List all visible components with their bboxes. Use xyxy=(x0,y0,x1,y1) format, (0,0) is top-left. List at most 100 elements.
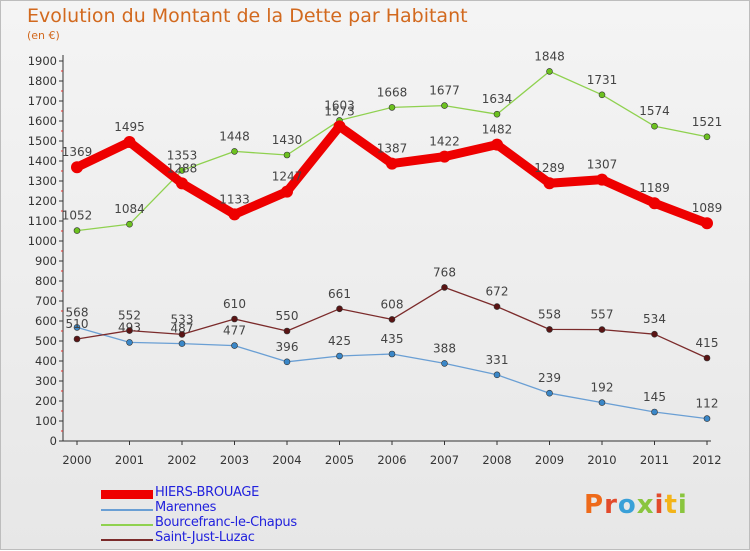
data-point xyxy=(543,177,556,190)
legend-label: HIERS-BROUAGE xyxy=(155,485,260,500)
data-label: 1289 xyxy=(534,161,565,175)
data-label: 610 xyxy=(223,297,246,311)
y-tick-label: 300 xyxy=(35,374,57,388)
data-label: 396 xyxy=(276,340,299,354)
data-point xyxy=(651,408,658,416)
data-point xyxy=(178,331,186,338)
chart-title: Evolution du Montant de la Dette par Hab… xyxy=(27,5,468,27)
data-point xyxy=(441,102,448,109)
data-label: 608 xyxy=(381,297,404,311)
legend-swatch xyxy=(101,539,153,541)
data-label: 550 xyxy=(276,309,299,323)
x-tick-label: 2000 xyxy=(62,453,91,467)
data-label: 1089 xyxy=(692,201,723,215)
data-point xyxy=(598,91,606,99)
data-label: 1353 xyxy=(167,148,198,162)
x-tick-label: 2009 xyxy=(535,453,564,467)
y-tick-label: 1900 xyxy=(28,54,57,68)
data-point xyxy=(283,358,291,366)
y-tick-label: 1400 xyxy=(28,154,57,168)
legend-label: Saint-Just-Luzac xyxy=(155,530,255,545)
data-label: 477 xyxy=(223,324,246,338)
data-label: 1387 xyxy=(377,142,408,156)
data-point xyxy=(651,330,658,338)
data-point xyxy=(493,371,501,379)
data-point xyxy=(231,342,238,349)
x-tick-label: 2004 xyxy=(272,453,301,467)
data-point xyxy=(598,399,606,406)
x-tick-label: 2007 xyxy=(430,453,459,467)
data-point xyxy=(73,335,81,343)
data-point xyxy=(281,185,293,198)
data-label: 552 xyxy=(118,309,141,323)
y-tick-label: 1600 xyxy=(28,114,57,128)
data-label: 388 xyxy=(433,341,456,355)
y-tick-label: 600 xyxy=(35,314,57,328)
data-label: 558 xyxy=(538,307,561,321)
data-point xyxy=(283,327,291,335)
y-tick-label: 1500 xyxy=(28,134,57,148)
data-point xyxy=(336,352,343,360)
y-tick-label: 200 xyxy=(35,394,57,408)
data-label: 533 xyxy=(171,312,194,326)
legend-swatch xyxy=(101,490,153,499)
logo-letter: x xyxy=(636,490,655,520)
x-tick-label: 2002 xyxy=(167,453,196,467)
data-label: 1573 xyxy=(324,104,355,118)
data-label: 435 xyxy=(381,332,404,346)
data-label: 1574 xyxy=(639,104,670,118)
data-label: 1448 xyxy=(219,129,250,143)
y-tick-label: 400 xyxy=(35,354,57,368)
y-tick-label: 1700 xyxy=(28,94,57,108)
x-tick-label: 2008 xyxy=(482,453,511,467)
data-point xyxy=(703,133,711,141)
data-point xyxy=(388,350,396,358)
data-label: 1668 xyxy=(377,85,408,99)
data-label: 1603 xyxy=(324,98,355,112)
y-tick-label: 1100 xyxy=(28,214,57,228)
data-label: 672 xyxy=(486,285,509,299)
data-point xyxy=(438,150,451,163)
data-point xyxy=(703,415,711,422)
data-point xyxy=(546,389,553,397)
y-tick-label: 500 xyxy=(35,334,57,348)
y-tick-label: 100 xyxy=(35,414,57,428)
data-label: 1521 xyxy=(692,115,723,129)
x-tick-label: 2011 xyxy=(640,453,669,467)
logo-letter: P xyxy=(584,490,605,520)
data-label: 1848 xyxy=(534,49,565,63)
data-point xyxy=(648,197,661,210)
y-tick-label: 1200 xyxy=(28,194,57,208)
data-point xyxy=(441,360,448,367)
legend-swatch xyxy=(101,524,153,526)
data-point xyxy=(596,173,608,186)
data-point xyxy=(546,68,553,75)
x-tick-label: 2005 xyxy=(325,453,354,467)
data-point xyxy=(126,220,133,228)
data-label: 1634 xyxy=(482,92,513,106)
y-tick-label: 1300 xyxy=(28,174,57,188)
data-point xyxy=(178,167,186,174)
data-label: 1307 xyxy=(587,158,618,172)
data-label: 1052 xyxy=(62,209,93,223)
legend-label: Bourcefranc-le-Chapus xyxy=(155,515,297,530)
data-label: 1189 xyxy=(639,181,670,195)
legend-label: Marennes xyxy=(155,500,217,515)
chart-unit: (en €) xyxy=(27,29,60,42)
logo-letter: r xyxy=(604,490,618,520)
logo-letter: o xyxy=(617,490,637,520)
data-point xyxy=(71,161,83,174)
x-tick-label: 2003 xyxy=(220,453,249,467)
logo-letter: i xyxy=(654,490,665,520)
data-point xyxy=(178,340,186,347)
data-label: 1369 xyxy=(62,145,93,159)
x-tick-label: 2010 xyxy=(587,453,616,467)
data-label: 425 xyxy=(328,334,351,348)
data-point xyxy=(491,138,503,151)
data-point xyxy=(73,227,81,234)
data-label: 1084 xyxy=(114,202,145,216)
data-label: 1247 xyxy=(272,170,303,184)
legend-swatch xyxy=(101,509,153,511)
data-label: 568 xyxy=(66,305,89,319)
data-label: 1133 xyxy=(219,192,250,206)
